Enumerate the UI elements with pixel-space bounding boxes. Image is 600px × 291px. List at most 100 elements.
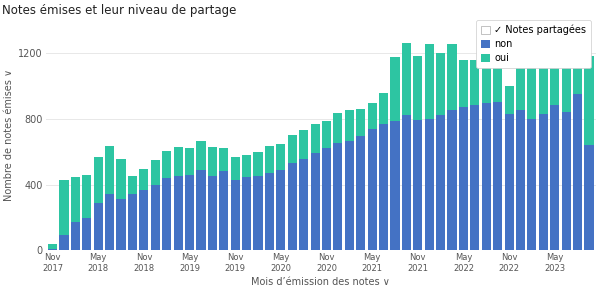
- Bar: [470, 105, 479, 251]
- Bar: [82, 175, 91, 217]
- Bar: [173, 148, 182, 176]
- Bar: [391, 121, 400, 251]
- Bar: [425, 45, 434, 119]
- Bar: [128, 194, 137, 251]
- Bar: [59, 235, 68, 251]
- Bar: [368, 103, 377, 129]
- Bar: [299, 130, 308, 159]
- Bar: [550, 40, 559, 105]
- Bar: [208, 148, 217, 176]
- Bar: [242, 155, 251, 177]
- Bar: [436, 53, 445, 115]
- Bar: [185, 175, 194, 251]
- Bar: [584, 145, 593, 251]
- Bar: [562, 49, 571, 112]
- Bar: [356, 109, 365, 136]
- Bar: [402, 43, 411, 115]
- Bar: [334, 143, 343, 251]
- Bar: [94, 203, 103, 251]
- Bar: [391, 57, 400, 121]
- Bar: [105, 194, 114, 251]
- Bar: [482, 103, 491, 251]
- Bar: [379, 124, 388, 251]
- Bar: [48, 244, 57, 249]
- Bar: [82, 217, 91, 251]
- Bar: [219, 171, 229, 251]
- Bar: [448, 44, 457, 110]
- Bar: [230, 157, 240, 180]
- Bar: [368, 129, 377, 251]
- Y-axis label: Nombre de notes émises ∨: Nombre de notes émises ∨: [4, 69, 14, 201]
- Bar: [505, 86, 514, 114]
- Bar: [276, 170, 286, 251]
- Bar: [311, 124, 320, 153]
- Bar: [516, 46, 525, 110]
- Bar: [573, 94, 582, 251]
- Bar: [516, 110, 525, 251]
- Bar: [345, 141, 354, 251]
- Bar: [94, 157, 103, 203]
- Bar: [459, 60, 468, 107]
- Bar: [299, 159, 308, 251]
- Bar: [208, 176, 217, 251]
- Bar: [230, 180, 240, 251]
- Bar: [196, 170, 206, 251]
- Bar: [527, 119, 536, 251]
- Bar: [276, 144, 286, 170]
- Bar: [151, 160, 160, 184]
- Bar: [425, 119, 434, 251]
- Bar: [379, 93, 388, 124]
- Bar: [345, 110, 354, 141]
- Bar: [242, 177, 251, 251]
- Bar: [448, 110, 457, 251]
- Bar: [105, 146, 114, 194]
- Bar: [311, 153, 320, 251]
- Bar: [539, 46, 548, 114]
- Bar: [185, 148, 194, 175]
- Bar: [505, 114, 514, 251]
- Bar: [459, 107, 468, 251]
- Bar: [322, 148, 331, 251]
- Bar: [173, 176, 182, 251]
- Bar: [573, 30, 582, 94]
- Bar: [527, 55, 536, 119]
- Bar: [584, 56, 593, 145]
- Bar: [287, 163, 297, 251]
- Bar: [48, 249, 57, 251]
- Legend: ✓ Notes partagées, non, oui: ✓ Notes partagées, non, oui: [476, 20, 591, 68]
- X-axis label: Mois d’émission des notes ∨: Mois d’émission des notes ∨: [251, 277, 390, 287]
- Bar: [151, 184, 160, 251]
- Bar: [265, 146, 274, 173]
- Bar: [539, 114, 548, 251]
- Bar: [356, 136, 365, 251]
- Bar: [71, 222, 80, 251]
- Bar: [322, 121, 331, 148]
- Bar: [139, 189, 148, 251]
- Bar: [116, 199, 125, 251]
- Bar: [482, 58, 491, 103]
- Bar: [413, 120, 422, 251]
- Bar: [139, 169, 148, 189]
- Bar: [562, 112, 571, 251]
- Bar: [196, 141, 206, 170]
- Bar: [116, 159, 125, 199]
- Bar: [470, 60, 479, 105]
- Bar: [71, 177, 80, 222]
- Bar: [253, 176, 263, 251]
- Bar: [287, 135, 297, 163]
- Bar: [253, 152, 263, 176]
- Bar: [162, 151, 171, 178]
- Text: Notes émises et leur niveau de partage: Notes émises et leur niveau de partage: [2, 4, 236, 17]
- Bar: [334, 113, 343, 143]
- Bar: [493, 61, 502, 102]
- Bar: [413, 56, 422, 120]
- Bar: [402, 115, 411, 251]
- Bar: [436, 115, 445, 251]
- Bar: [265, 173, 274, 251]
- Bar: [550, 105, 559, 251]
- Bar: [162, 178, 171, 251]
- Bar: [219, 148, 229, 171]
- Bar: [128, 176, 137, 194]
- Bar: [493, 102, 502, 251]
- Bar: [59, 180, 68, 235]
